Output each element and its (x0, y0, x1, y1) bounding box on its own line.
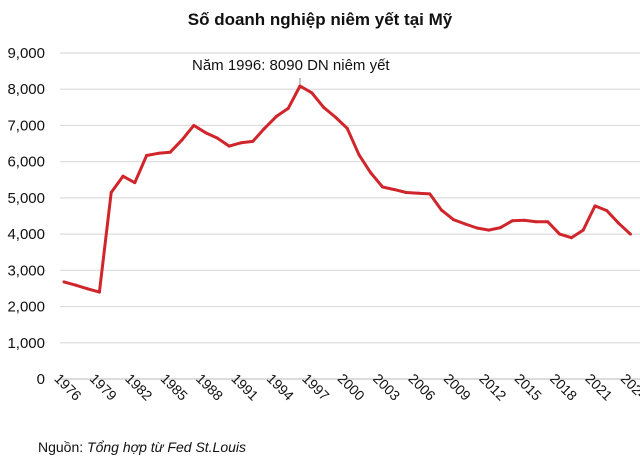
data-point (168, 150, 172, 154)
data-point (286, 106, 290, 110)
x-tick-label: 2012 (476, 370, 509, 403)
data-point (215, 136, 219, 140)
y-tick-label: 4,000 (7, 226, 45, 243)
y-tick-label: 2,000 (7, 299, 45, 316)
x-tick-label: 2003 (370, 370, 403, 403)
x-tick-label: 2018 (547, 370, 580, 403)
data-point (310, 91, 314, 95)
x-tick-label: 1982 (122, 370, 155, 403)
data-point (451, 218, 455, 222)
data-point (617, 221, 621, 225)
y-tick-label: 5,000 (7, 190, 45, 207)
data-point (463, 222, 467, 226)
x-tick-label: 1985 (158, 370, 191, 403)
data-point (239, 141, 243, 145)
source-note: Nguồn: Tổng hợp từ Fed St.Louis (38, 439, 246, 455)
x-tick-label: 1997 (299, 370, 332, 403)
data-point (569, 236, 573, 240)
data-point (605, 209, 609, 213)
x-tick-label: 2006 (405, 370, 438, 403)
data-point (475, 226, 479, 230)
data-point (97, 290, 101, 294)
y-tick-label: 7,000 (7, 117, 45, 134)
data-point (74, 283, 78, 287)
x-tick-label: 2021 (582, 370, 615, 403)
data-point (369, 171, 373, 175)
series-line (63, 84, 632, 294)
data-point (180, 138, 184, 142)
x-tick-label: 2015 (512, 370, 545, 403)
data-point (522, 218, 526, 222)
data-point (263, 126, 267, 130)
data-point (345, 126, 349, 130)
annotation-label: Năm 1996: 8090 DN niêm yết (192, 57, 390, 74)
data-point (404, 190, 408, 194)
data-point (192, 123, 196, 127)
data-point (558, 232, 562, 236)
data-point (62, 280, 66, 284)
y-tick-label: 3,000 (7, 262, 45, 279)
data-point (628, 232, 632, 236)
x-tick-label: 1991 (228, 370, 261, 403)
data-point (487, 228, 491, 232)
x-tick-label: 1979 (87, 370, 120, 403)
data-point (109, 190, 113, 194)
source-label: Nguồn: (38, 439, 84, 455)
data-point (581, 228, 585, 232)
data-point (510, 219, 514, 223)
data-point (499, 226, 503, 230)
data-point (227, 144, 231, 148)
data-point (156, 151, 160, 155)
source-text: Tổng hợp từ Fed St.Louis (87, 439, 247, 455)
data-point (86, 287, 90, 291)
data-point (322, 105, 326, 109)
data-point (428, 192, 432, 196)
x-tick-label: 2024 (618, 370, 640, 403)
data-point (298, 84, 302, 88)
data-point (333, 115, 337, 119)
data-point (416, 191, 420, 195)
y-tick-label: 9,000 (7, 45, 45, 62)
x-tick-label: 2000 (335, 370, 368, 403)
data-point (274, 114, 278, 118)
y-tick-label: 8,000 (7, 81, 45, 98)
data-point (204, 131, 208, 135)
x-tick-label: 1994 (264, 370, 297, 403)
x-tick-label: 2009 (441, 370, 474, 403)
data-point (357, 153, 361, 157)
chart-title: Số doanh nghiệp niêm yết tại Mỹ (187, 10, 453, 29)
x-tick-label: 1976 (51, 370, 84, 403)
y-tick-label: 1,000 (7, 335, 45, 352)
data-point (133, 181, 137, 185)
y-tick-label: 6,000 (7, 154, 45, 171)
y-tick-label: 0 (37, 371, 45, 388)
data-point (593, 204, 597, 208)
x-tick-label: 1988 (193, 370, 226, 403)
data-point (392, 188, 396, 192)
data-point (546, 220, 550, 224)
data-point (251, 139, 255, 143)
data-point (121, 174, 125, 178)
data-point (381, 185, 385, 189)
data-point (145, 154, 149, 158)
data-point (534, 220, 538, 224)
data-point (440, 208, 444, 212)
